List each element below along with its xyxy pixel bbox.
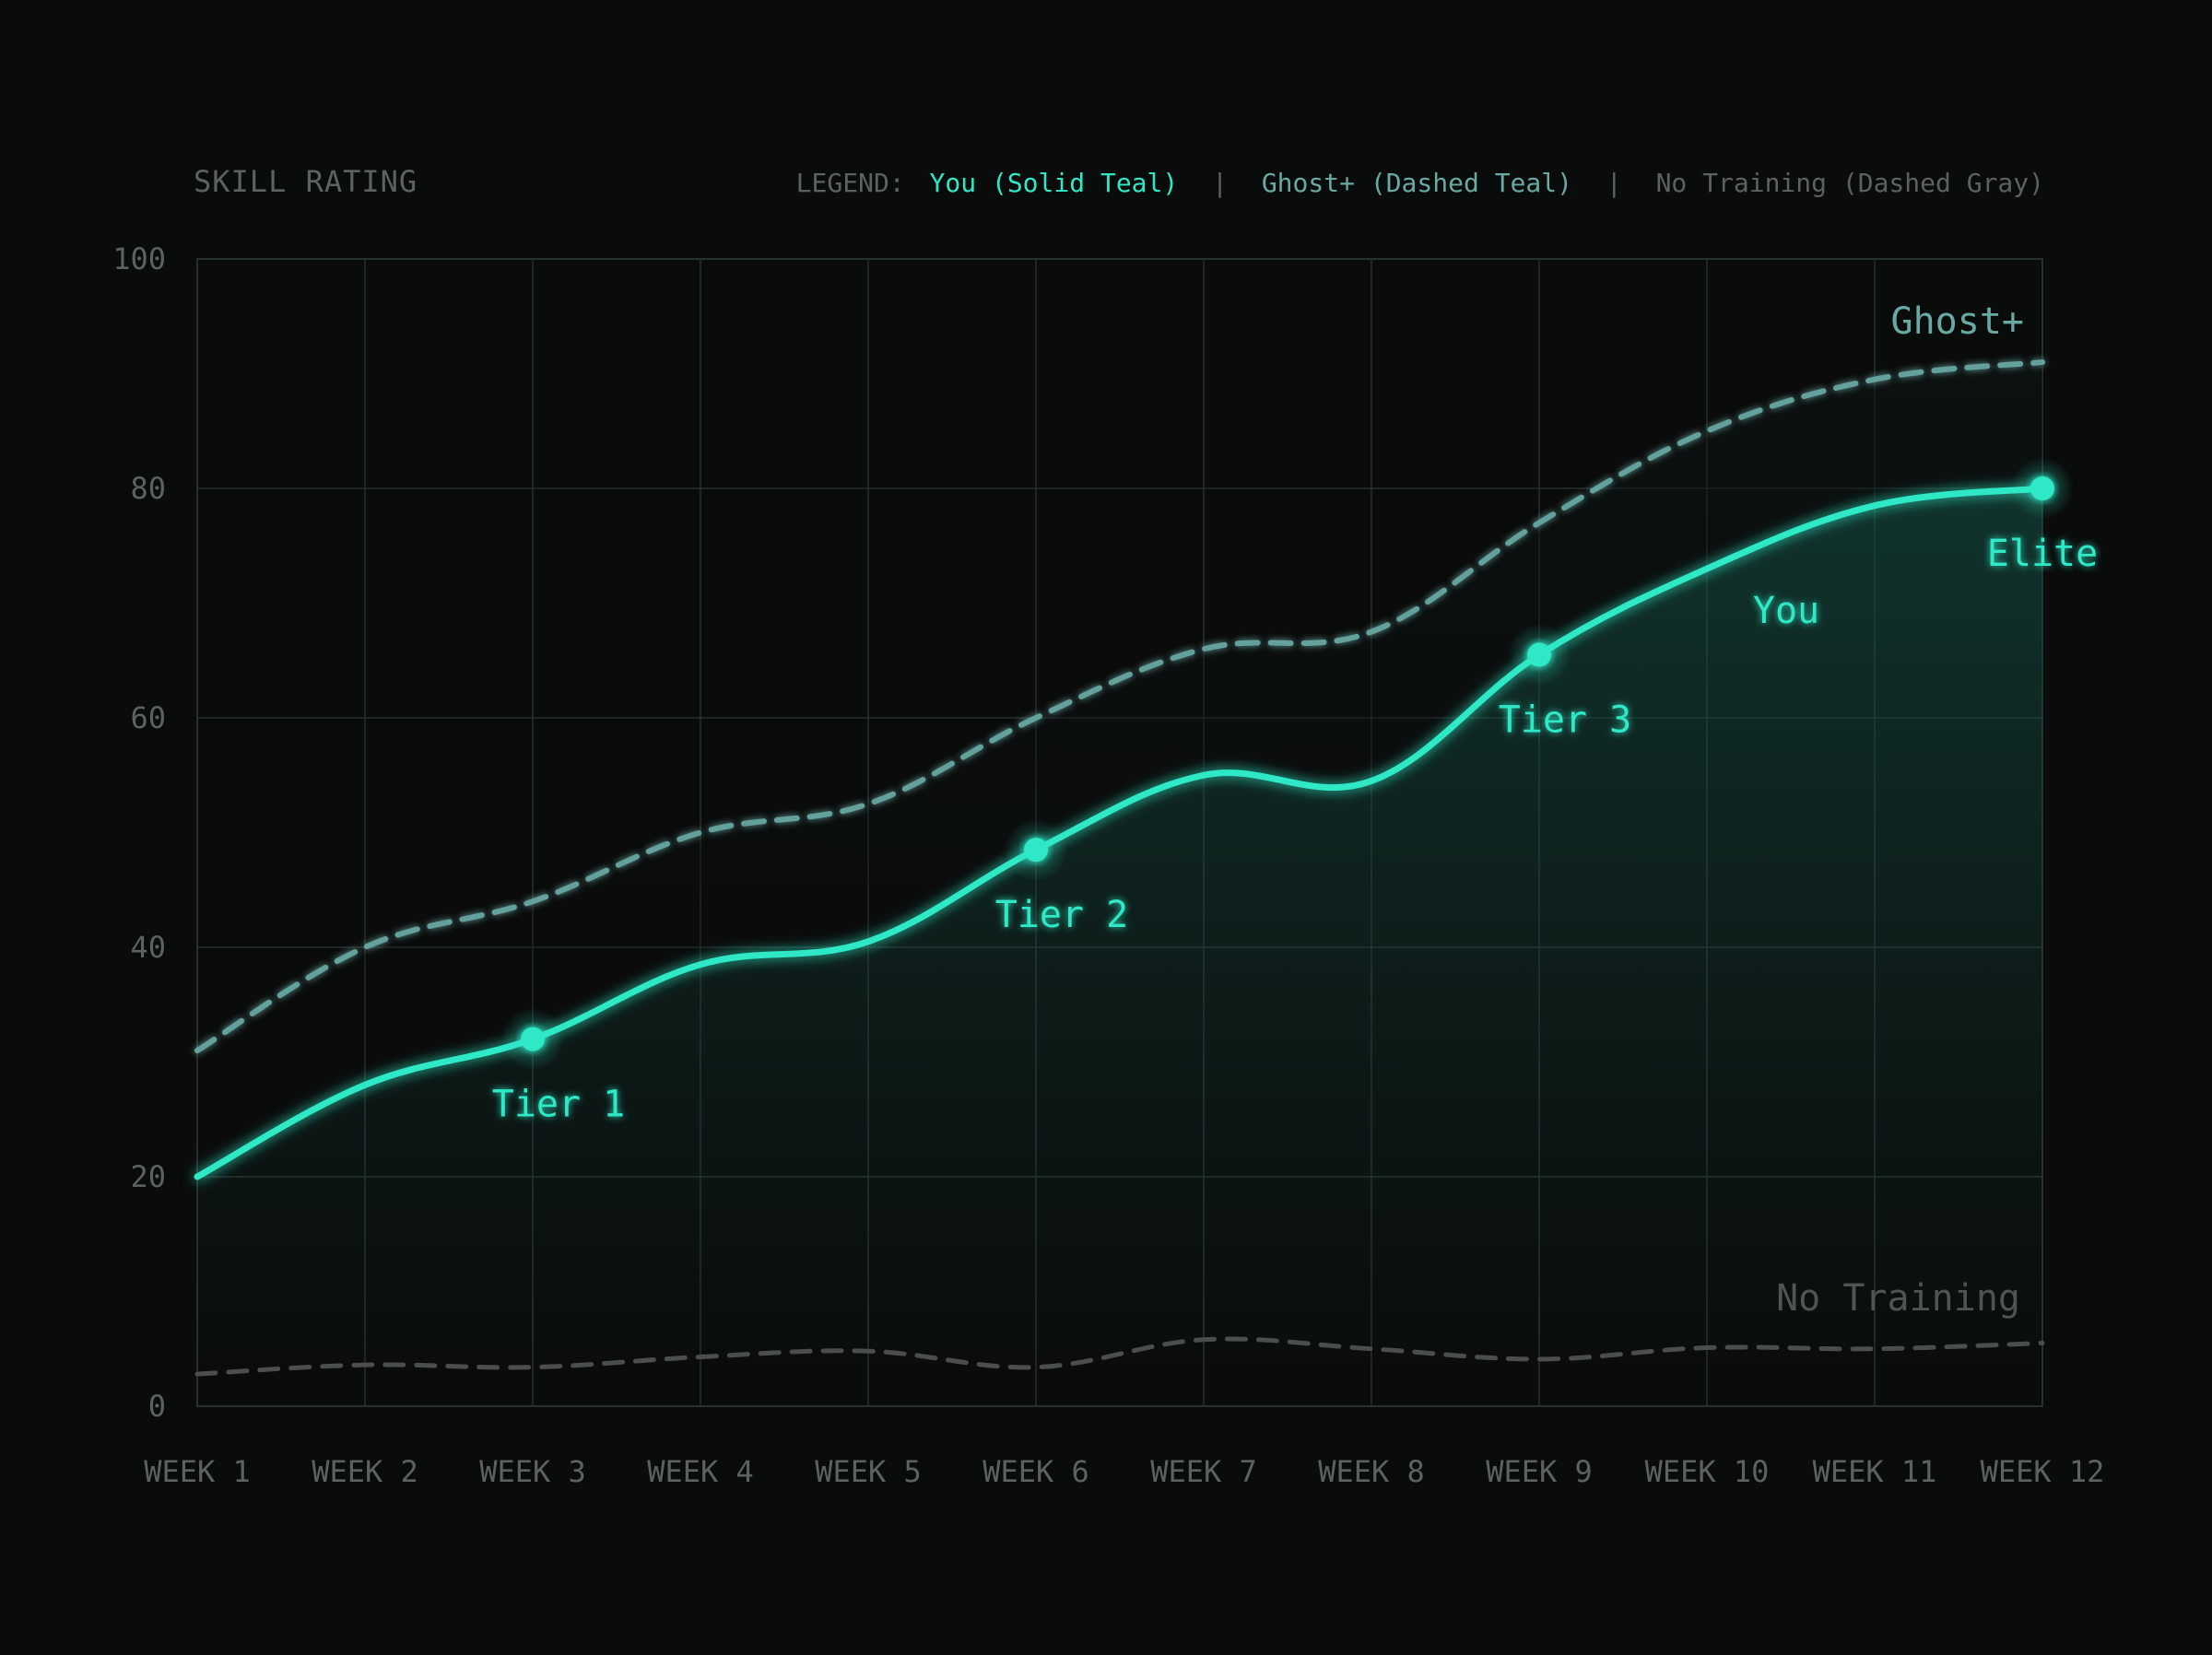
milestone-label: Tier 1 [492, 1084, 626, 1126]
series-annotation-you: You [1753, 590, 1819, 632]
y-tick-label: 0 [148, 1389, 166, 1424]
legend: LEGEND: You (Solid Teal) | Ghost+ (Dashe… [796, 168, 2044, 198]
series-line-ghost [194, 359, 2045, 1054]
labels: 0 20 40 60 80 100 WEEK 1 WEEK 2 WEEK 3 WEEK 4 WEEK… [112, 241, 2104, 1489]
y-tick-label: 40 [130, 930, 166, 965]
legend-ghost: Ghost+ (Dashed Teal) [1262, 168, 1572, 198]
legend-no-training: No Training (Dashed Gray) [1656, 168, 2044, 198]
series-line-no-training [194, 1336, 2045, 1377]
x-tick-label: WEEK 8 [1318, 1454, 1425, 1489]
y-tick-label: 100 [112, 241, 166, 276]
legend-prefix: LEGEND: [796, 168, 905, 198]
milestone-label: Tier 2 [995, 894, 1129, 936]
milestone-label: Tier 3 [1499, 699, 1632, 742]
x-tick-label: WEEK 6 [982, 1454, 1089, 1489]
y-axis-title: SKILL RATING [194, 164, 418, 199]
area-fill [197, 362, 2042, 1406]
x-tick-label: WEEK 9 [1486, 1454, 1593, 1489]
milestone-point [1527, 642, 1551, 667]
milestone-label: Elite [1987, 533, 2098, 575]
series-annotation-ghost: Ghost+ [1891, 300, 2025, 343]
series-annotation-no-training: No Training [1776, 1277, 2020, 1320]
x-tick-label: WEEK 5 [815, 1454, 922, 1489]
milestone-markers [501, 457, 2074, 1071]
x-tick-label: WEEK 2 [312, 1454, 418, 1489]
you-area-fill [197, 488, 2042, 1406]
x-tick-label: WEEK 10 [1645, 1454, 1770, 1489]
x-tick-label: WEEK 11 [1813, 1454, 1937, 1489]
y-tick-label: 80 [130, 471, 166, 506]
milestone-point [1024, 838, 1048, 863]
milestone-point [2030, 476, 2054, 500]
x-tick-label: WEEK 4 [647, 1454, 754, 1489]
x-tick-label: WEEK 3 [479, 1454, 586, 1489]
x-tick-label: WEEK 12 [1981, 1454, 2105, 1489]
x-tick-label: WEEK 1 [144, 1454, 251, 1489]
y-tick-label: 20 [130, 1159, 166, 1194]
legend-separator: | [1212, 168, 1228, 198]
y-tick-label: 60 [130, 700, 166, 735]
milestone-point [521, 1027, 545, 1051]
legend-you: You (Solid Teal) [930, 168, 1179, 198]
legend-separator: | [1606, 168, 1622, 198]
x-tick-label: WEEK 7 [1150, 1454, 1257, 1489]
